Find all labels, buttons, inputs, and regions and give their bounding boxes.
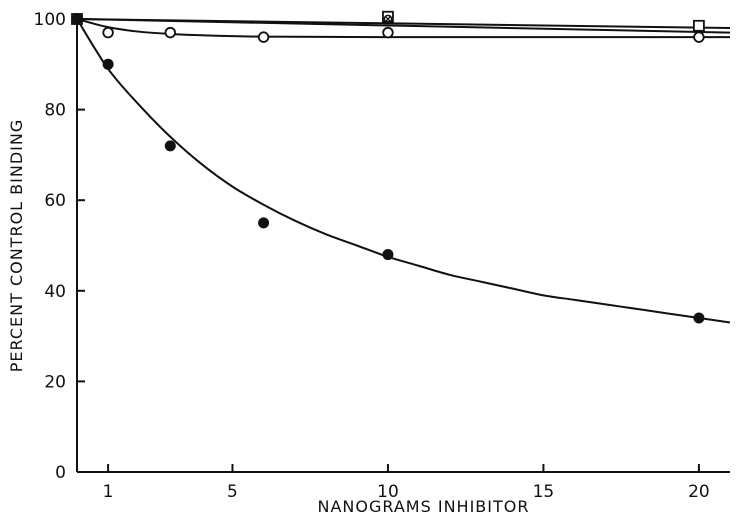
x-axis-title: NANOGRAMS INHIBITOR <box>318 497 530 516</box>
open-circle-point <box>259 32 269 42</box>
x-tick-label: 20 <box>688 482 710 502</box>
x-tick-label: 5 <box>227 482 238 502</box>
open-circle-point <box>694 32 704 42</box>
filled-circle-point <box>693 312 704 323</box>
y-tick-label: 0 <box>55 463 66 483</box>
filled-circle-point <box>382 249 393 260</box>
open-circle-point <box>383 28 393 38</box>
filled-circle-point <box>258 217 269 228</box>
y-tick-label: 40 <box>44 282 66 302</box>
open-circle-point <box>165 28 175 38</box>
y-tick-label: 80 <box>44 101 66 121</box>
y-tick-label: 100 <box>34 10 66 30</box>
y-tick-label: 20 <box>44 372 66 392</box>
y-axis-title: PERCENT CONTROL BINDING <box>7 119 26 372</box>
filled-circle-point <box>103 59 114 70</box>
x-tick-label: 15 <box>533 482 555 502</box>
x-tick-label: 1 <box>103 482 114 502</box>
y-tick-label: 60 <box>44 191 66 211</box>
open-circle-point <box>103 28 113 38</box>
fit-curve-filled-circle <box>77 19 730 323</box>
open-square-point <box>694 21 704 31</box>
data-markers <box>72 12 705 324</box>
fit-curves <box>77 19 730 323</box>
filled-circle-point <box>72 14 83 25</box>
filled-circle-point <box>165 140 176 151</box>
